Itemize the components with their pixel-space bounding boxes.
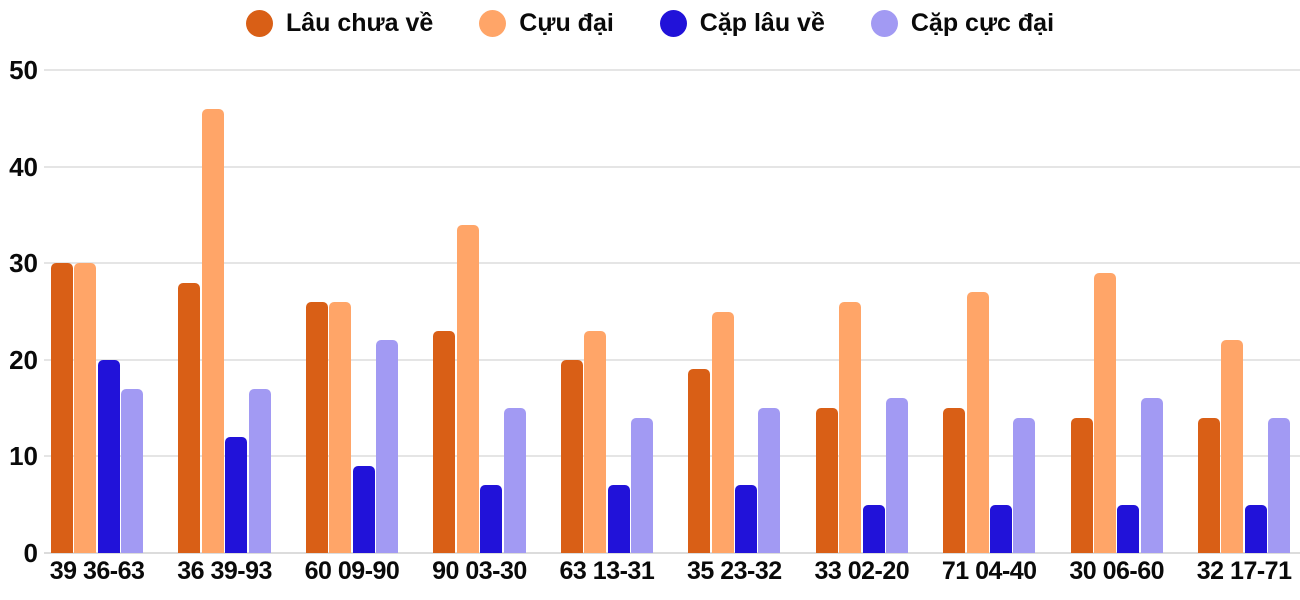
bar[interactable]	[248, 388, 271, 553]
bar[interactable]	[1244, 504, 1267, 553]
bar[interactable]	[433, 330, 456, 553]
legend-label: Cựu đại	[519, 8, 614, 37]
bar[interactable]	[839, 301, 862, 553]
x-axis-label: 60 09-90	[304, 557, 400, 585]
x-axis-label: 32 17-71	[1196, 557, 1292, 585]
legend-swatch-icon	[870, 9, 898, 37]
bar[interactable]	[989, 504, 1012, 553]
bar[interactable]	[201, 108, 224, 553]
y-axis-tick-label: 0	[23, 538, 38, 568]
bar[interactable]	[1013, 417, 1036, 553]
bar[interactable]	[1140, 398, 1163, 553]
x-axis-label: 63 13-31	[559, 557, 655, 585]
legend-item[interactable]: Cặp cực đại	[870, 8, 1055, 38]
gridline	[44, 262, 1300, 265]
y-axis-tick-label: 50	[9, 55, 38, 85]
bar[interactable]	[1094, 272, 1116, 553]
gridline	[44, 358, 1300, 361]
gridline	[44, 69, 1300, 71]
legend-item[interactable]: Cựu đại	[479, 9, 614, 38]
bar[interactable]	[376, 340, 399, 553]
legend-label: Lâu chưa về	[285, 8, 434, 37]
legend-swatch-icon	[245, 9, 273, 37]
legend-swatch-icon	[659, 9, 687, 37]
bar[interactable]	[178, 282, 201, 553]
legend-item[interactable]: Cặp lâu về	[659, 8, 825, 38]
bar[interactable]	[966, 292, 989, 553]
y-axis-tick-label: 20	[9, 344, 38, 375]
x-axis-label: 35 23-32	[686, 557, 782, 585]
bar[interactable]	[480, 485, 503, 553]
y-axis-tick-label: 30	[9, 248, 38, 279]
x-axis-label: 71 04-40	[941, 557, 1037, 585]
bar[interactable]	[352, 466, 375, 553]
gridline	[44, 455, 1300, 458]
bar[interactable]	[74, 263, 97, 553]
bar[interactable]	[758, 408, 781, 553]
y-axis-tick-label: 40	[9, 151, 38, 182]
bar[interactable]	[503, 408, 526, 553]
legend-label: Cặp lâu về	[699, 8, 825, 37]
bar[interactable]	[51, 263, 73, 553]
x-axis-label: 39 36-63	[49, 557, 145, 585]
bar[interactable]	[1117, 504, 1140, 553]
bar[interactable]	[456, 224, 479, 553]
bar[interactable]	[1198, 417, 1221, 553]
bar[interactable]	[885, 398, 908, 553]
legend-swatch-icon	[479, 9, 507, 37]
x-axis-label: 30 06-60	[1069, 557, 1165, 585]
bar[interactable]	[1268, 417, 1291, 553]
bar[interactable]	[815, 408, 838, 553]
bar[interactable]	[305, 301, 328, 553]
bar[interactable]	[584, 330, 607, 553]
x-axis-label: 90 03-30	[432, 557, 527, 585]
legend-item[interactable]: Lâu chưa về	[245, 8, 434, 38]
bar[interactable]	[943, 408, 966, 553]
bar[interactable]	[560, 359, 583, 553]
x-axis-label: 36 39-93	[177, 557, 272, 585]
bar[interactable]	[121, 388, 144, 553]
gridline	[44, 165, 1300, 168]
gridline	[44, 552, 1300, 554]
x-axis-label: 33 02-20	[814, 557, 910, 585]
bar[interactable]	[329, 301, 352, 553]
bar[interactable]	[1221, 340, 1244, 553]
bar[interactable]	[735, 485, 758, 553]
legend-label: Cặp cực đại	[910, 8, 1055, 37]
bar[interactable]	[862, 504, 885, 553]
bar[interactable]	[1070, 417, 1093, 553]
bar[interactable]	[97, 359, 120, 553]
chart-legend: Lâu chưa về Cựu đại Cặp lâu về Cặp cực đại	[0, 5, 1300, 41]
y-axis-tick-label: 10	[9, 441, 38, 472]
bar[interactable]	[631, 417, 653, 553]
bar[interactable]	[607, 485, 630, 553]
bar[interactable]	[711, 311, 734, 553]
bar[interactable]	[688, 369, 711, 553]
bar[interactable]	[225, 437, 248, 553]
